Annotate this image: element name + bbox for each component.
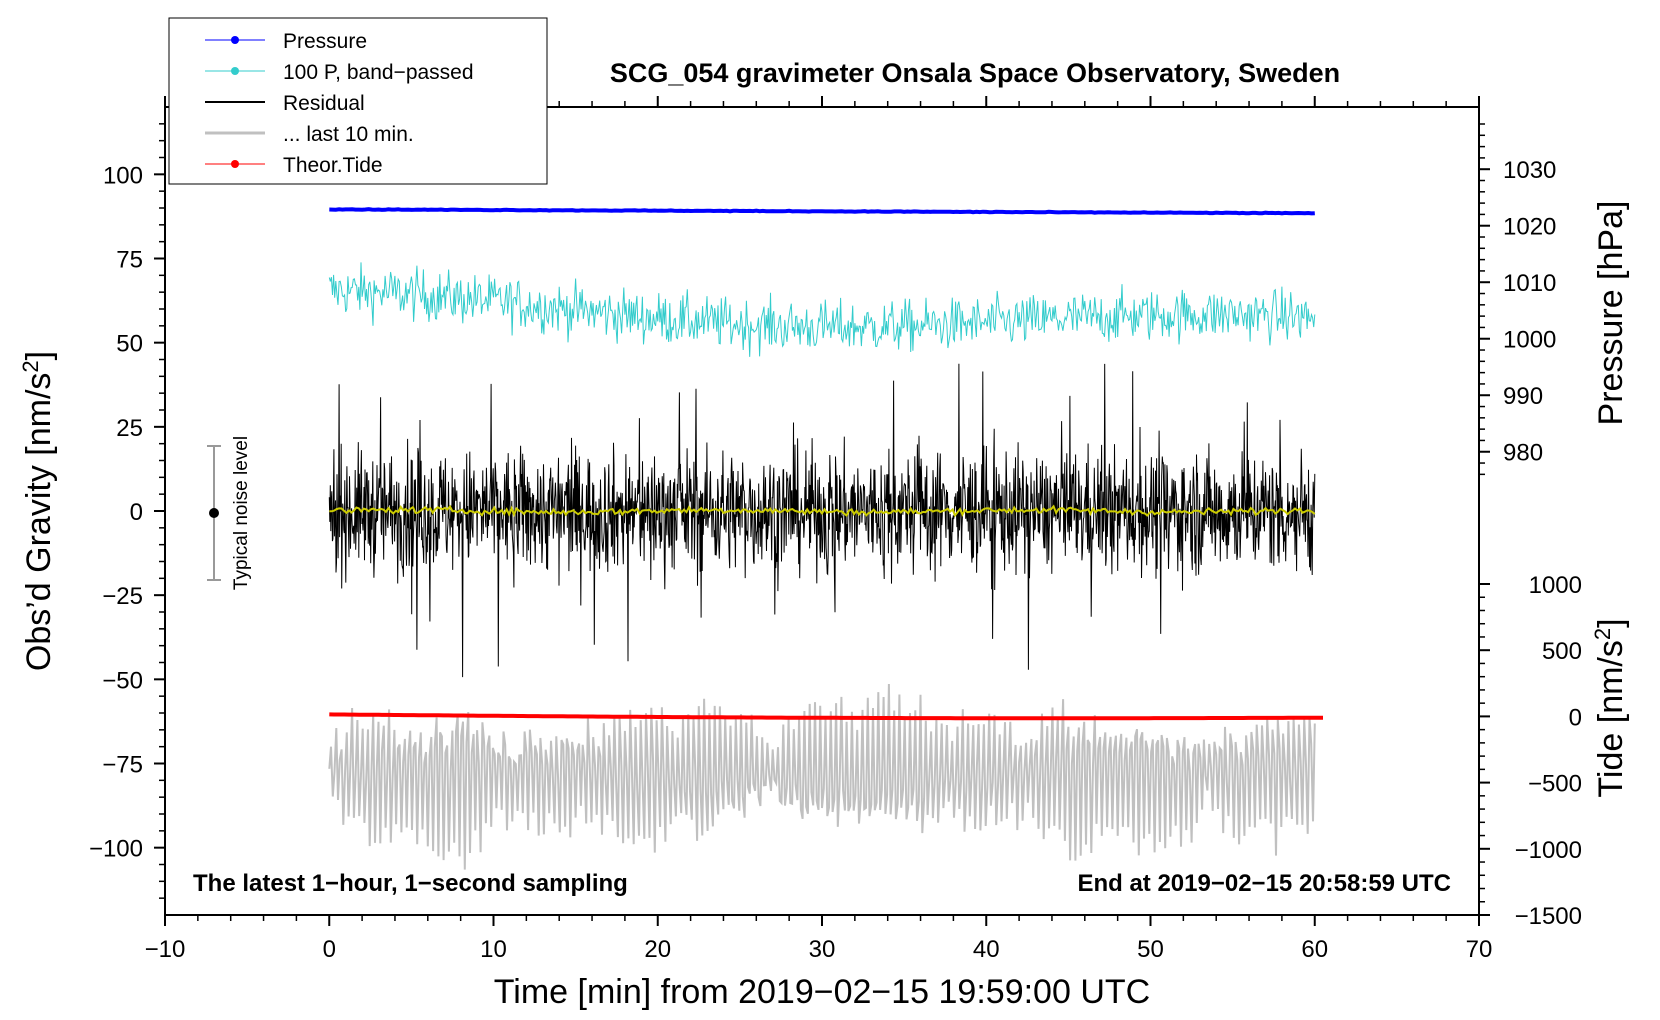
y-tick-label: 100 [103, 162, 143, 189]
plot-data-layer [328, 207, 1323, 870]
y-tick-labels: 100 75 50 25 0 −25 −50 −75 −100 [89, 162, 143, 862]
left-axis-title-main: Obs’d Gravity [nm/s [20, 373, 58, 672]
pressure-tick-label: 1030 [1503, 157, 1556, 184]
pressure-tick-label: 990 [1503, 383, 1543, 410]
tide-axis-title-end: ] [1592, 618, 1630, 627]
legend-label-band-passed: 100 P, band−passed [283, 61, 474, 84]
legend-dot-theor-tide [231, 160, 239, 168]
x-tick-label: 0 [323, 936, 336, 963]
tide-axis-title: Tide [nm/s2] [1590, 618, 1630, 797]
x-tick-label: 50 [1137, 936, 1164, 963]
pressure-tick-label: 1000 [1503, 327, 1556, 354]
y-tick-label: −100 [89, 836, 143, 863]
legend-dot-pressure [231, 36, 239, 44]
y-tick-label: 25 [116, 415, 143, 442]
left-axis-title: Obs’d Gravity [nm/s2] [18, 351, 58, 671]
tide-tick-label: −1500 [1515, 903, 1582, 930]
left-axis-title-end: ] [20, 351, 58, 360]
tide-axis-title-main: Tide [nm/s [1592, 640, 1630, 797]
legend-dot-band-passed [231, 67, 239, 75]
x-tick-label: −10 [145, 936, 186, 963]
legend-label-theor-tide: Theor.Tide [283, 154, 383, 177]
chart-title: SCG_054 gravimeter Onsala Space Observat… [610, 58, 1340, 88]
pressure-tick-label: 980 [1503, 440, 1543, 467]
y-tick-label: −25 [102, 583, 143, 610]
x-tick-label: 30 [809, 936, 836, 963]
note-left: The latest 1−hour, 1−second sampling [193, 870, 628, 897]
note-right: End at 2019−02−15 20:58:59 UTC [1077, 870, 1451, 897]
axis-ticks [154, 96, 1490, 926]
tide-tick-label: −1000 [1515, 837, 1582, 864]
tide-axis-title-sup: 2 [1590, 628, 1615, 640]
legend-label-residual: Residual [283, 92, 365, 115]
x-tick-label: 20 [644, 936, 671, 963]
y-tick-label: −50 [102, 667, 143, 694]
series-smoothed-residual-line [329, 504, 1316, 518]
tide-tick-label: 0 [1569, 704, 1582, 731]
x-tick-labels: −10 0 10 20 30 40 50 60 70 [145, 936, 1493, 963]
tide-tick-labels: 1000 500 0 −500 −1000 −1500 [1515, 572, 1582, 930]
x-tick-label: 10 [480, 936, 507, 963]
legend: Pressure 100 P, band−passed Residual ...… [168, 17, 548, 185]
y-tick-label: −75 [102, 752, 143, 779]
tide-tick-label: 1000 [1529, 572, 1582, 599]
pressure-tick-labels: 1030 1020 1010 1000 990 980 [1503, 157, 1556, 467]
series-pressure-line [329, 207, 1315, 216]
series-theor-tide-line [329, 712, 1323, 721]
tide-tick-label: −500 [1528, 771, 1582, 798]
x-tick-label: 70 [1466, 936, 1493, 963]
pressure-tick-label: 1010 [1503, 270, 1556, 297]
tide-tick-label: 500 [1542, 638, 1582, 665]
y-tick-label: 50 [116, 331, 143, 358]
x-axis-title: Time [min] from 2019−02−15 19:59:00 UTC [494, 973, 1150, 1011]
legend-label-pressure: Pressure [283, 30, 367, 53]
pressure-tick-label: 1020 [1503, 214, 1556, 241]
series-last-10-min-line [328, 683, 1316, 870]
pressure-axis-title: Pressure [hPa] [1592, 201, 1630, 426]
series-band-passed-line [328, 262, 1316, 357]
noise-indicator: Typical noise level [207, 436, 252, 590]
x-tick-label: 40 [973, 936, 1000, 963]
x-tick-label: 60 [1301, 936, 1328, 963]
y-tick-label: 0 [130, 499, 143, 526]
y-tick-label: 75 [116, 247, 143, 274]
noise-center-dot [209, 508, 219, 518]
series-residual-line [328, 363, 1316, 678]
noise-label: Typical noise level [231, 436, 252, 590]
legend-label-last-10-min: ... last 10 min. [283, 123, 414, 146]
left-axis-title-sup: 2 [18, 360, 43, 372]
